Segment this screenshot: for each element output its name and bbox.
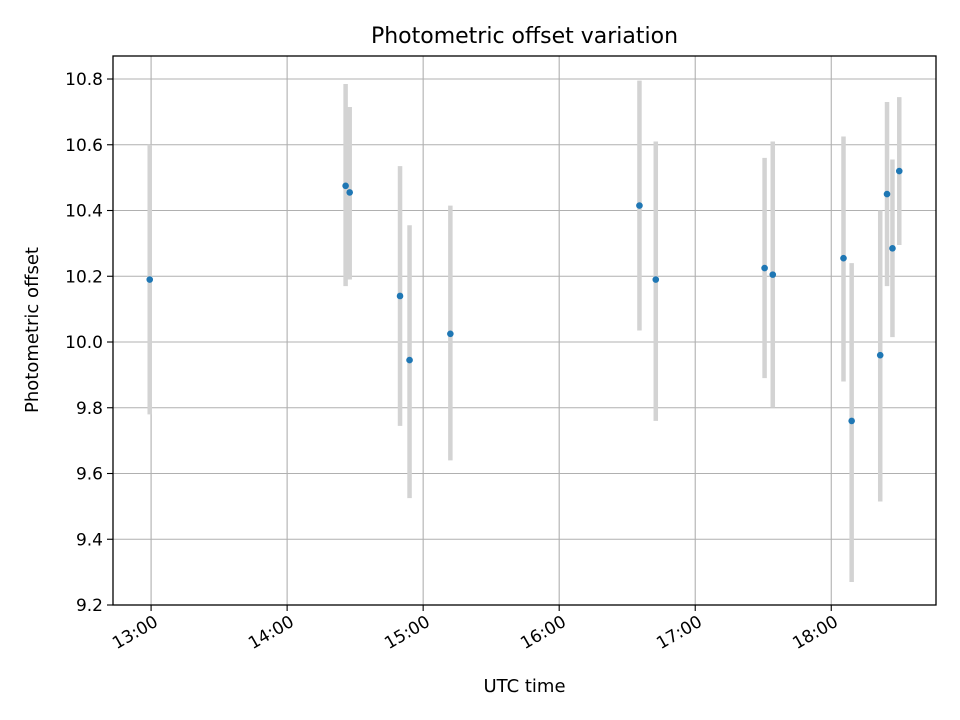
data-point: [761, 264, 768, 272]
y-tick-label: 10.0: [65, 333, 103, 353]
data-point: [342, 182, 349, 190]
y-tick-label: 10.6: [65, 136, 103, 156]
data-point: [636, 202, 643, 209]
data-point: [876, 351, 884, 359]
y-tick-label: 9.6: [76, 465, 103, 485]
y-tick-label: 9.4: [76, 530, 103, 550]
data-point: [652, 276, 660, 283]
data-point: [889, 245, 896, 252]
x-axis-label: UTC time: [483, 676, 565, 697]
y-tick-label: 10.8: [65, 70, 103, 90]
data-point: [396, 292, 404, 300]
data-point: [346, 189, 353, 196]
y-tick-label: 9.8: [76, 399, 103, 419]
grid-lines: [113, 56, 936, 606]
data-point: [769, 271, 777, 278]
y-axis-label: Photometric offset: [22, 247, 43, 413]
y-tick-label: 10.2: [65, 267, 103, 287]
plot-frame: [112, 55, 937, 606]
y-tick-label: 9.2: [76, 596, 103, 616]
data-point: [883, 190, 891, 198]
data-point: [895, 167, 903, 175]
data-point: [146, 276, 154, 283]
data-points: [146, 167, 903, 425]
data-point: [406, 356, 413, 364]
data-point: [848, 417, 855, 425]
y-tick-label: 10.4: [65, 202, 103, 222]
data-point: [447, 330, 454, 338]
y-axis-ticks: 9.2 9.4 9.6 9.8 10.0 10.2 10.4 10.6 10.8: [65, 70, 113, 616]
chart-title: Photometric offset variation: [371, 24, 678, 49]
data-point: [840, 254, 847, 262]
